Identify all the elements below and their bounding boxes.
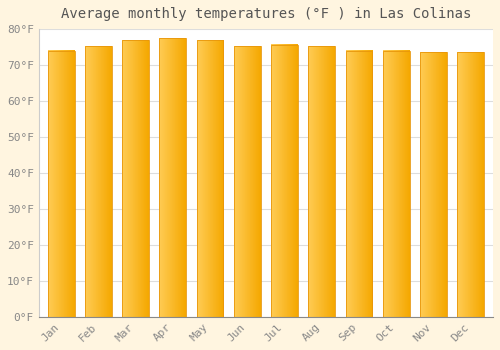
Title: Average monthly temperatures (°F ) in Las Colinas: Average monthly temperatures (°F ) in La… [60, 7, 471, 21]
Bar [308, 46, 335, 317]
Bar [85, 46, 112, 317]
Bar [383, 51, 409, 317]
Bar [160, 38, 186, 317]
Bar [122, 40, 149, 317]
Bar [458, 52, 484, 317]
Bar [271, 44, 298, 317]
Bar [196, 40, 224, 317]
Bar [48, 51, 74, 317]
Bar [420, 52, 447, 317]
Bar [346, 51, 372, 317]
Bar [234, 46, 260, 317]
